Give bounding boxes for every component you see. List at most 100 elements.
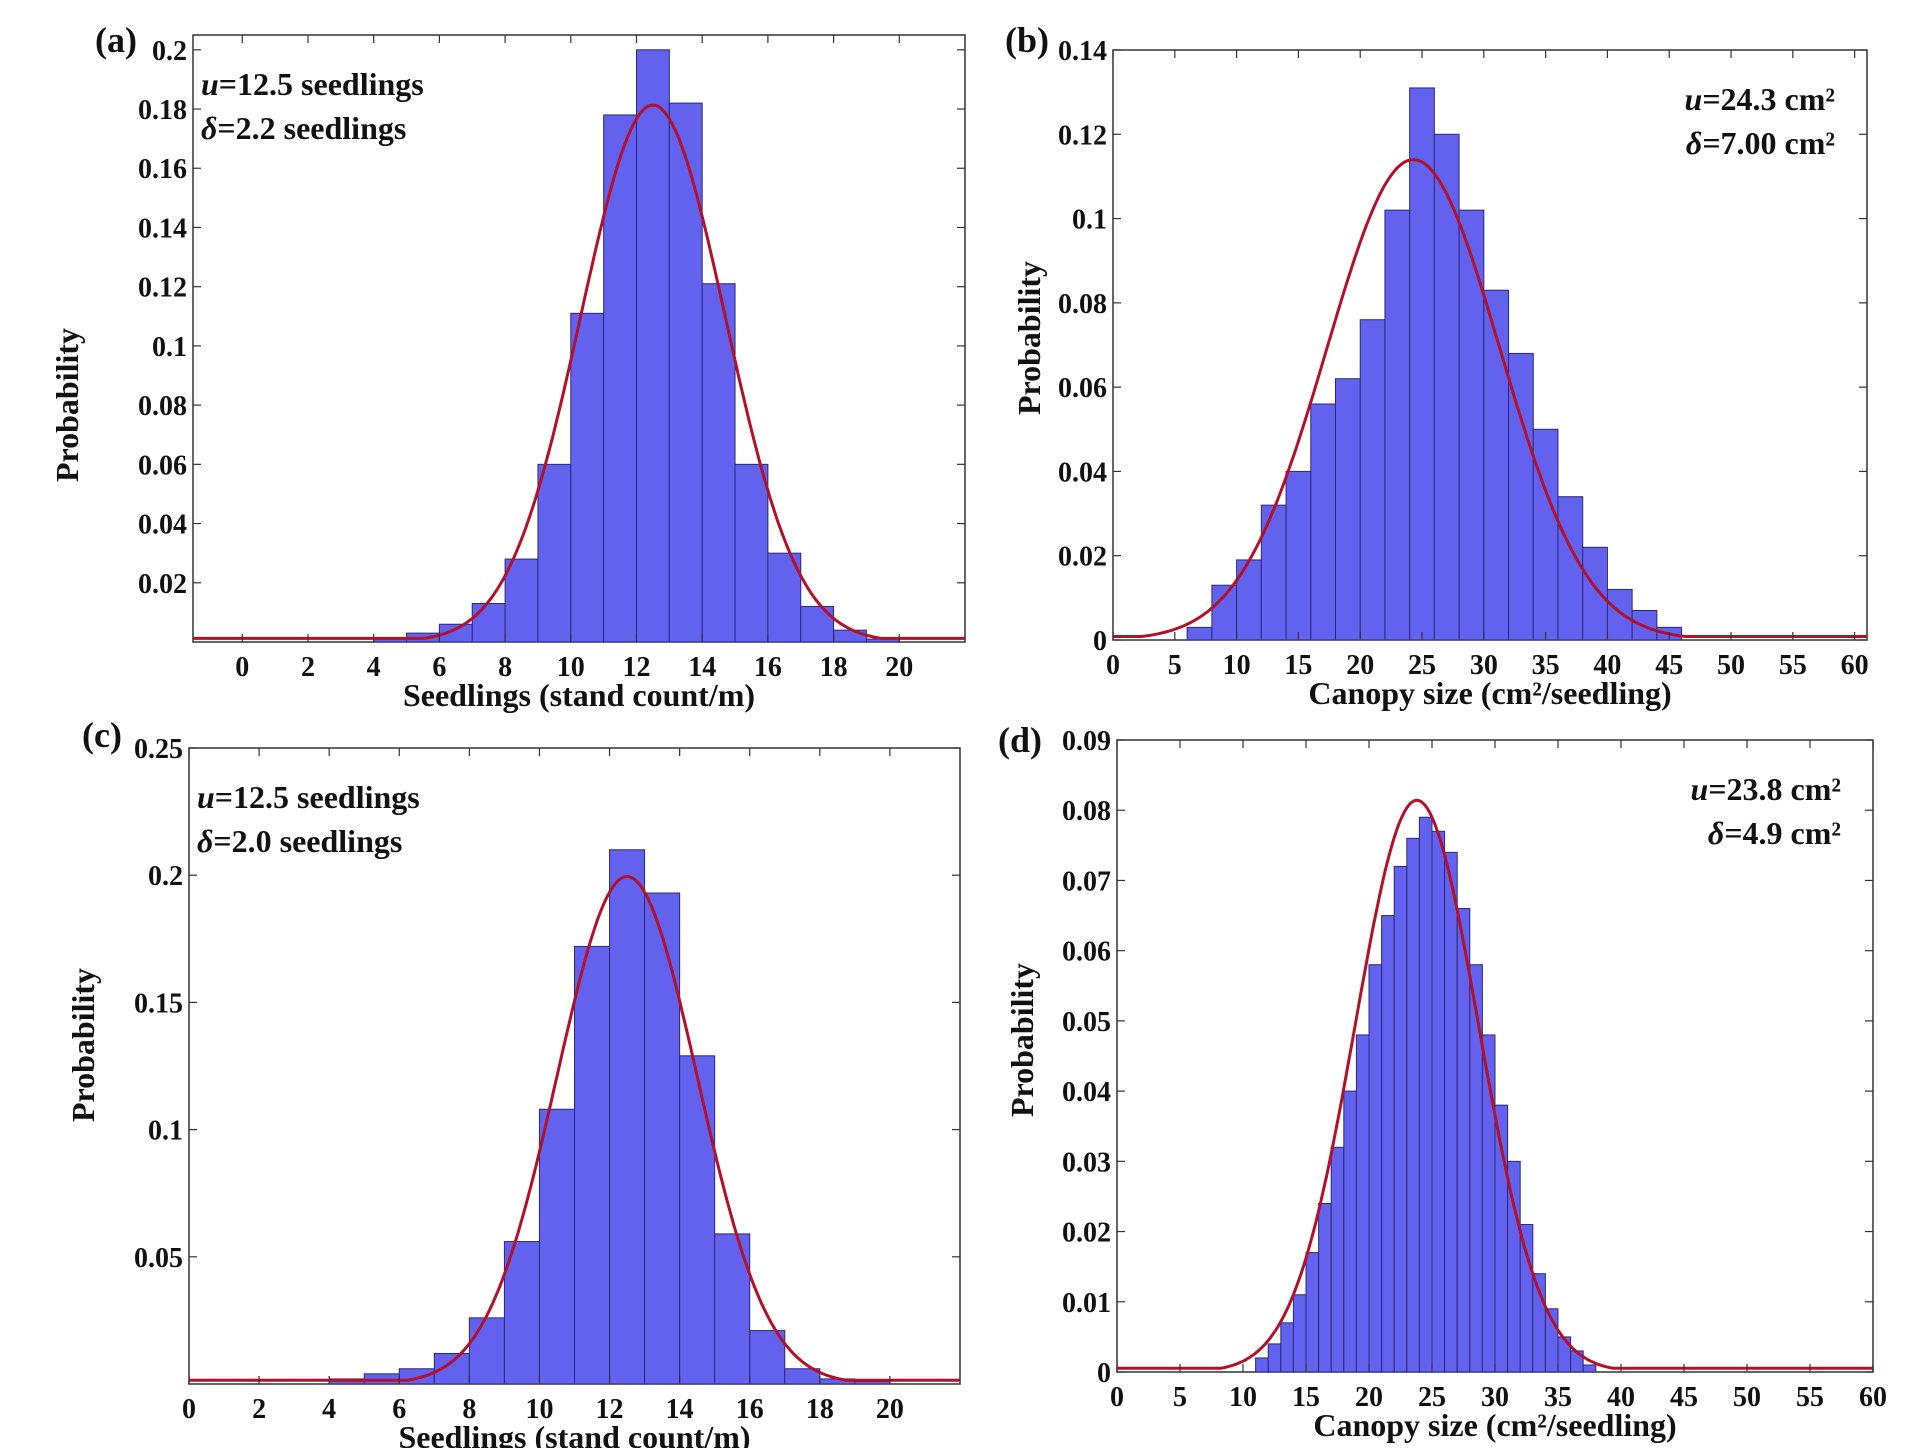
panel-label-c: (c) [82,715,122,755]
histogram-bar [1418,816,1433,1373]
histogram-bar [635,49,670,643]
y-tick-label: 0.07 [1062,866,1111,897]
y-tick-label: 0.15 [134,988,183,1019]
x-tick-label: 45 [1670,1382,1698,1413]
histogram-bar [503,1241,540,1385]
histogram-bar [1186,626,1213,641]
histogram-bar [1285,470,1312,641]
histogram-bar [471,603,506,643]
y-tick-label: 0.14 [1058,36,1107,67]
x-tick-label: 20 [1355,1382,1383,1413]
y-tick-label: 0.06 [1058,373,1107,404]
x-tick-label: 8 [462,1394,476,1425]
y-tick-label: 0.06 [1062,937,1111,968]
x-tick-label: 40 [1593,650,1621,681]
annotation-line: δ=2.2 seedlings [201,110,406,146]
y-tick-label: 0.1 [152,332,187,363]
annotation-text: =12.5 seedlings [219,66,424,102]
y-tick-label: 0.09 [1062,726,1111,757]
y-axis-title-b: Probability [1011,261,1047,415]
y-tick-label: 0.05 [134,1243,183,1274]
y-ticks-d: 0 0.01 0.02 0.03 0.04 0.05 0.06 0.07 0.08 0.09 [1062,726,1873,1389]
histogram-bar [1508,352,1534,641]
x-tick-label: 0 [1110,1382,1124,1413]
y-tick-label: 0.02 [138,569,187,600]
annotation-symbol: u [1685,81,1703,117]
annotation-line: δ=2.0 seedlings [197,823,402,859]
x-tick-label: 2 [301,652,315,683]
histogram-bar [603,114,637,643]
x-tick-label: 6 [392,1394,406,1425]
bars-a [373,49,900,643]
x-tick-label: 55 [1779,650,1807,681]
histogram-bar [701,283,736,643]
y-tick-label: 0.25 [134,734,183,765]
annotation-symbol: u [1691,771,1709,807]
x-tick-label: 10 [557,652,585,683]
histogram-bar [1582,1364,1597,1373]
x-tick-label: 25 [1418,1382,1446,1413]
x-tick-label: 25 [1408,650,1436,681]
histogram-bar [1458,209,1485,641]
panel-label-a: (a) [95,20,137,60]
histogram-bar [1330,1146,1345,1373]
histogram-bar [468,1317,505,1385]
annotation-text: =23.8 cm² [1708,771,1841,807]
histogram-bar [1406,837,1420,1373]
histogram-bar [537,463,572,643]
x-tick-label: 50 [1717,650,1745,681]
annotation-text: =12.5 seedlings [215,779,420,815]
histogram-bar [1381,915,1395,1373]
histogram-bar [504,558,539,643]
y-tick-label: 0.03 [1062,1147,1111,1178]
y-axis-title-c: Probability [65,968,101,1122]
histogram-bar [1318,1202,1332,1373]
x-tick-label: 35 [1532,650,1560,681]
y-tick-label: 0.14 [138,213,187,244]
histogram-bar [1456,908,1471,1373]
annotation-line: u=24.3 cm² [1685,81,1835,117]
y-tick-label: 0.2 [152,36,187,67]
x-tick-label: 16 [736,1394,764,1425]
x-tick-label: 55 [1796,1382,1824,1413]
histogram-bar [854,1380,891,1385]
fit-curve-a [193,103,965,640]
panel-label-d: (d) [998,720,1042,760]
y-ticks-a: 0.02 0.04 0.06 0.08 0.1 0.12 0.14 0.16 0.18 0.2 [138,36,965,600]
x-axis-title-b: Canopy size (cm²/seedling) [1308,675,1671,711]
annotation-text: =4.9 cm² [1724,815,1841,851]
y-tick-label: 0.18 [138,95,187,126]
histogram-bar [1393,865,1408,1373]
x-tick-label: 6 [432,652,446,683]
histogram-bar [1260,504,1287,641]
y-tick-label: 0.02 [1058,542,1107,573]
annotation-symbol: δ [201,110,217,146]
histogram-bar [1236,559,1262,641]
y-axis-title-d: Probability [1004,963,1040,1117]
y-tick-label: 0.04 [1062,1077,1111,1108]
x-tick-label: 18 [806,1394,834,1425]
y-axis-title-a: Probability [49,328,85,482]
x-tick-label: 0 [182,1394,196,1425]
histogram-bar [398,1368,435,1385]
histogram-bar [1334,378,1361,641]
y-tick-label: 0 [1097,1358,1111,1389]
x-tick-label: 15 [1292,1382,1320,1413]
x-tick-label: 2 [252,1394,266,1425]
histogram-bar [1444,851,1458,1373]
annotation-symbol: δ [1708,815,1724,851]
x-tick-label: 40 [1607,1382,1635,1413]
y-tick-label: 0.12 [1058,120,1107,151]
histogram-bar [800,605,835,643]
histogram-bar [1355,1034,1370,1373]
x-tick-label: 12 [596,1394,624,1425]
x-tick-label: 12 [622,652,650,683]
annotation-text: =2.2 seedlings [217,110,406,146]
histogram-bar [1211,584,1238,641]
x-tick-label: 4 [322,1394,336,1425]
y-tick-label: 0.05 [1062,1007,1111,1038]
x-tick-label: 0 [1106,650,1120,681]
annotation-symbol: u [201,66,219,102]
histogram-bar [1359,319,1386,641]
